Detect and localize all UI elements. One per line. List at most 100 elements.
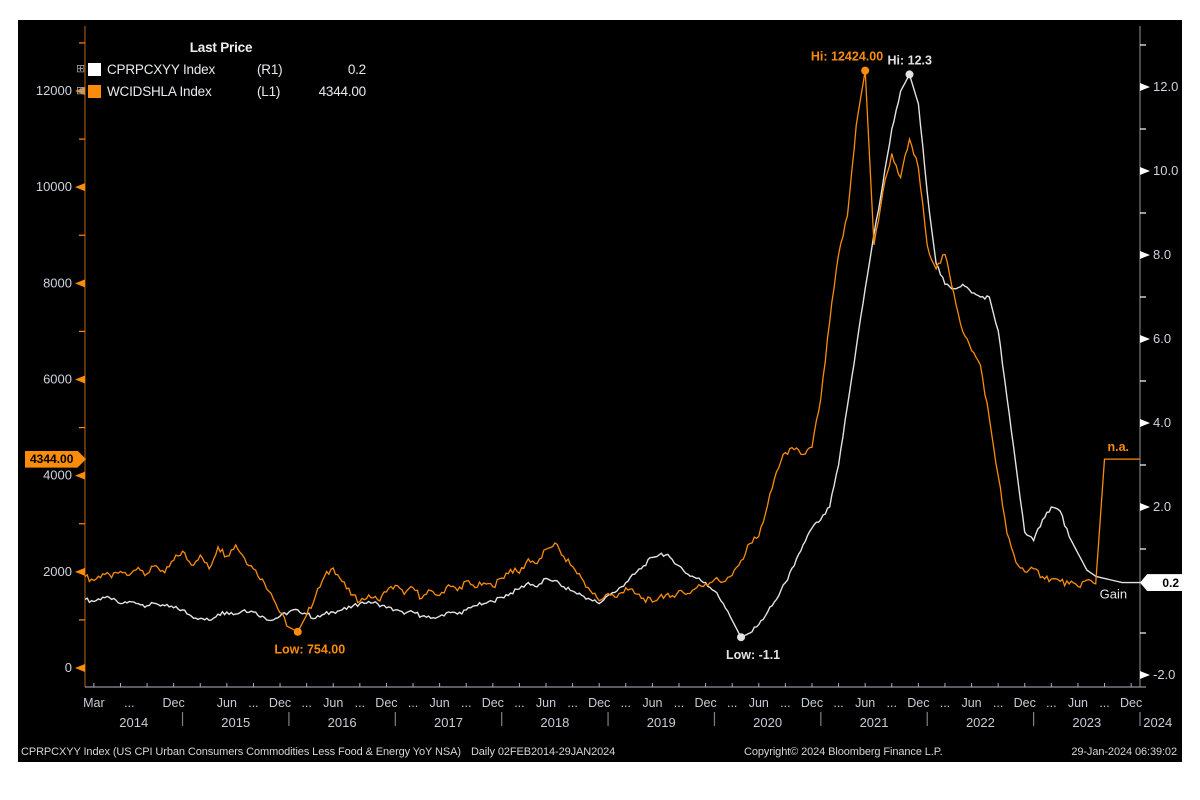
right-axis-tick-arrow bbox=[1140, 671, 1150, 679]
x-axis-month-label: ... bbox=[727, 696, 737, 710]
x-axis-month-label: Dec bbox=[1120, 696, 1142, 710]
x-axis-month-label: Jun bbox=[749, 696, 769, 710]
x-axis-month-label: ... bbox=[1099, 696, 1109, 710]
legend-item-cprpcxyy[interactable]: CPRPCXYY Index (R1) 0.2 bbox=[76, 58, 366, 80]
x-axis-year-label: 2022 bbox=[966, 715, 995, 730]
series-axis-ref: (R1) bbox=[257, 61, 283, 77]
series-swatch-white bbox=[88, 62, 101, 76]
x-axis-month-label: Jun bbox=[855, 696, 875, 710]
series-name: CPRPCXYY Index bbox=[107, 61, 216, 77]
x-axis-month-label: Dec bbox=[482, 696, 504, 710]
low-marker-dot bbox=[737, 633, 746, 642]
expand-box-icon[interactable] bbox=[76, 64, 88, 75]
x-axis-year-label: 2015 bbox=[221, 715, 250, 730]
left-axis-tick-label: 2000 bbox=[43, 564, 72, 579]
period-range: Daily 02FEB2014-29JAN2024 bbox=[470, 745, 616, 758]
left-axis-tick-arrow bbox=[75, 375, 85, 384]
na-annotation-label: n.a. bbox=[1107, 440, 1129, 454]
left-axis-tick-label: 12000 bbox=[36, 83, 72, 98]
x-axis-year-label: 2017 bbox=[434, 715, 463, 730]
series-name: WCIDSHLA Index bbox=[107, 83, 212, 99]
bloomberg-chart-window: 0 2000 4000 6000 8000 10000 12000 -2.0 2.0 4.0 6.0… bbox=[18, 20, 1185, 762]
series-last-value: 0.2 bbox=[347, 61, 366, 77]
x-axis-month-label: Jun bbox=[430, 696, 450, 710]
x-axis-year-label: 2023 bbox=[1072, 715, 1101, 730]
left-axis-tick-arrow bbox=[75, 567, 85, 576]
x-axis-month-label: Dec bbox=[269, 696, 291, 710]
right-axis-tick-label: 2.0 bbox=[1153, 499, 1171, 514]
x-axis-year-label: 2016 bbox=[328, 715, 357, 730]
right-axis-current-value: 0.2 bbox=[1162, 575, 1179, 590]
x-axis-month-label: Dec bbox=[907, 696, 929, 710]
x-axis-year-label: 2020 bbox=[753, 715, 782, 730]
right-axis-tick-label: -2.0 bbox=[1153, 667, 1175, 682]
left-axis-tick-label: 6000 bbox=[43, 372, 72, 387]
x-axis-month-label: ... bbox=[461, 696, 471, 710]
high-marker-dot bbox=[905, 70, 914, 79]
left-axis-tick-label: 8000 bbox=[43, 275, 72, 290]
legend-item-wcidshla[interactable]: WCIDSHLA Index (L1) 4344.00 bbox=[76, 80, 366, 102]
x-axis-month-label: ... bbox=[355, 696, 365, 710]
left-axis-tick-label: 0 bbox=[65, 660, 72, 675]
x-axis-month-label: ... bbox=[1046, 696, 1056, 710]
left-axis-tick-label: 10000 bbox=[36, 179, 72, 194]
x-axis-month-label: ... bbox=[887, 696, 897, 710]
series-swatch-orange bbox=[88, 84, 101, 98]
right-axis-tick-label: 8.0 bbox=[1153, 247, 1171, 262]
x-axis-month-label: ... bbox=[674, 696, 684, 710]
x-axis-month-label: Jun bbox=[536, 696, 556, 710]
left-axis-tick-arrow bbox=[75, 279, 85, 288]
series-line-wcidshla bbox=[84, 70, 1140, 633]
series-axis-ref: (L1) bbox=[257, 83, 281, 99]
right-axis-tick-arrow bbox=[1140, 335, 1150, 343]
right-axis-tick-label: 6.0 bbox=[1153, 331, 1171, 346]
left-axis-tick-label: 4000 bbox=[43, 468, 72, 483]
status-bar: CPRPCXYY Index (US CPI Urban Consumers C… bbox=[21, 744, 1177, 759]
high-annotation-label: Hi: 12.3 bbox=[887, 53, 932, 67]
right-axis-tick-label: 12.0 bbox=[1153, 79, 1178, 94]
series-line-cprpcxyy bbox=[84, 72, 1140, 639]
x-axis-month-label: Jun bbox=[217, 696, 237, 710]
x-axis-month-label: ... bbox=[780, 696, 790, 710]
left-axis-tick-arrow bbox=[75, 183, 85, 192]
instrument-description: CPRPCXYY Index (US CPI Urban Consumers C… bbox=[21, 745, 461, 758]
low-annotation-label: Low: 754.00 bbox=[274, 643, 345, 657]
x-axis-month-label: Dec bbox=[375, 696, 397, 710]
x-axis-month-label: ... bbox=[621, 696, 631, 710]
x-axis-year-label: 2021 bbox=[860, 715, 889, 730]
plot-canvas[interactable]: 0 2000 4000 6000 8000 10000 12000 -2.0 2.0 4.0 6.0… bbox=[18, 20, 1182, 762]
right-axis-tick-label: 4.0 bbox=[1153, 415, 1171, 430]
x-axis-month-label: ... bbox=[567, 696, 577, 710]
copyright-text: Copyright© 2024 Bloomberg Finance L.P. bbox=[743, 745, 943, 758]
expand-box-icon[interactable] bbox=[76, 86, 88, 97]
left-axis-tick-arrow bbox=[75, 471, 85, 480]
x-axis-month-label: Dec bbox=[694, 696, 716, 710]
x-axis-month-label: ... bbox=[940, 696, 950, 710]
left-axis-current-value: 4344.00 bbox=[30, 452, 74, 467]
x-axis-month-label: Dec bbox=[1014, 696, 1036, 710]
left-axis-tick-arrow bbox=[75, 664, 85, 672]
x-axis-month-label: ... bbox=[993, 696, 1003, 710]
x-axis-year-label: 2014 bbox=[119, 715, 148, 730]
status-left-group: CPRPCXYY Index (US CPI Urban Consumers C… bbox=[21, 746, 615, 758]
x-axis-month-label: Dec bbox=[588, 696, 610, 710]
right-axis-tick-label: 10.0 bbox=[1153, 163, 1178, 178]
x-axis-month-label: Jun bbox=[642, 696, 662, 710]
right-axis-tick-arrow bbox=[1140, 251, 1150, 259]
high-annotation-label: Hi: 12424.00 bbox=[811, 50, 883, 64]
x-axis-year-label: 2024 bbox=[1143, 715, 1172, 730]
x-axis-year-label: 2018 bbox=[540, 715, 569, 730]
x-axis-month-label: ... bbox=[301, 696, 311, 710]
x-axis-month-label: Mar bbox=[83, 696, 105, 710]
legend-title: Last Price bbox=[189, 40, 253, 55]
x-axis-month-label: ... bbox=[514, 696, 524, 710]
x-axis-month-label: Jun bbox=[1068, 696, 1088, 710]
x-axis-month-label: ... bbox=[124, 696, 134, 710]
timestamp: 29-Jan-2024 06:39:02 bbox=[1071, 745, 1177, 758]
right-axis-current-value-tag: 0.2 bbox=[1140, 574, 1185, 592]
right-axis-tick-arrow bbox=[1140, 167, 1150, 175]
low-marker-dot bbox=[293, 627, 302, 636]
series-last-value: 4344.00 bbox=[318, 83, 367, 99]
low-annotation-label: Low: -1.1 bbox=[726, 648, 780, 662]
left-axis-current-value-tag: 4344.00 bbox=[25, 450, 86, 468]
